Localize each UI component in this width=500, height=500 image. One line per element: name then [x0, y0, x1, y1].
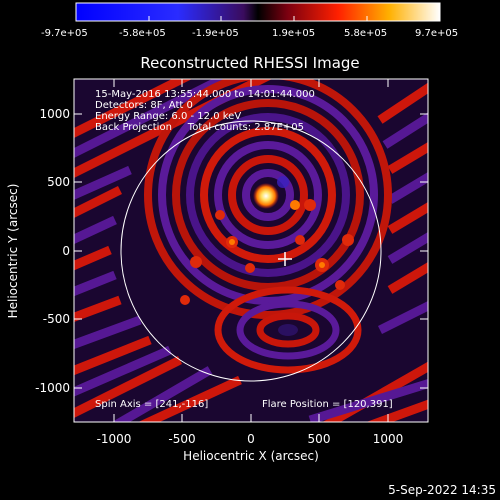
y-tick-label: 1000: [39, 107, 70, 121]
colorbar: -9.7e+05 -5.8e+05 -1.9e+05 1.9e+05 5.8e+…: [41, 2, 458, 39]
y-tick-label: -500: [43, 312, 70, 326]
solar-limb-circle: [120, 120, 382, 382]
plot-title: Reconstructed RHESSI Image: [140, 54, 359, 72]
x-tick-label: 500: [308, 432, 331, 446]
x-tick-label: 1000: [373, 432, 404, 446]
info-energy-range: Energy Range: 6.0 - 12.0 keV: [95, 111, 241, 122]
x-axis-ticks: [113, 79, 389, 422]
info-method-counts: Back Projection Total counts: 2.87E+05: [95, 122, 304, 133]
info-detectors: Detectors: 8F, Att 0: [95, 100, 193, 111]
x-tick-label: 0: [247, 432, 255, 446]
colorbar-tick-label: -1.9e+05: [192, 28, 239, 39]
colorbar-tick-label: 5.8e+05: [344, 28, 387, 39]
y-axis-label: Heliocentric Y (arcsec): [6, 184, 20, 319]
render-timestamp: 5-Sep-2022 14:35: [388, 483, 496, 497]
y-tick-label: -1000: [35, 381, 70, 395]
colorbar-gradient: [75, 2, 441, 22]
info-time-range: 15-May-2016 13:55:44.000 to 14:01:44.000: [95, 89, 315, 100]
colorbar-tick-label: 1.9e+05: [272, 28, 315, 39]
reconstructed-image: [74, 79, 428, 422]
colorbar-tick-label: -5.8e+05: [119, 28, 166, 39]
y-axis-ticks: [74, 113, 428, 389]
x-tick-label: -1000: [97, 432, 132, 446]
spin-axis-marker: [278, 252, 292, 266]
y-tick-label: 0: [62, 244, 70, 258]
flare-position-label: Flare Position = [120,391]: [262, 399, 393, 410]
x-tick-label: -500: [168, 432, 195, 446]
colorbar-tick-label: -9.7e+05: [41, 28, 88, 39]
colorbar-tick-label: 9.7e+05: [415, 28, 458, 39]
y-tick-label: 500: [47, 175, 70, 189]
spin-axis-label: Spin Axis = [241,-116]: [95, 399, 208, 410]
x-axis-label: Heliocentric X (arcsec): [183, 449, 319, 463]
